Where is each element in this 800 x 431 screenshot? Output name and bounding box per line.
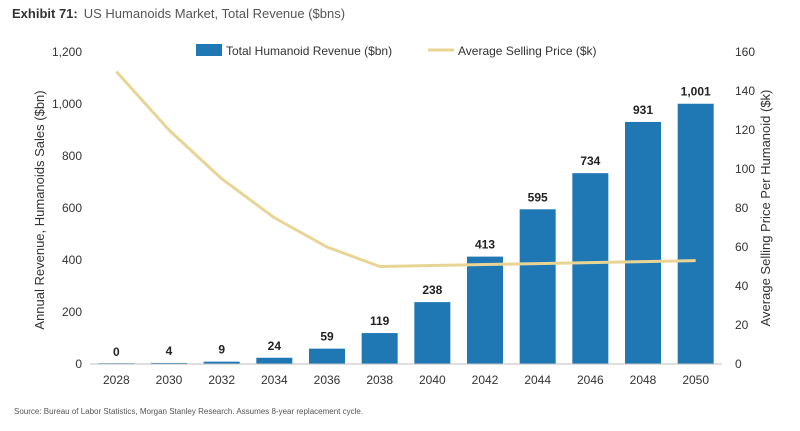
- y-tick-left: 600: [62, 201, 82, 215]
- y-tick-right: 80: [735, 201, 749, 215]
- bar-2046: [572, 173, 609, 364]
- legend-label-revenue: Total Humanoid Revenue ($bn): [226, 44, 392, 58]
- bar-label-2038: 119: [370, 314, 390, 328]
- x-tick: 2030: [156, 373, 183, 387]
- y-ticks-left: 0 200 400 600 800 1,000 1,200: [52, 45, 82, 371]
- bar-2032: [203, 361, 240, 364]
- bar-2042: [467, 256, 503, 364]
- revenue-chart: Total Humanoid Revenue ($bn) Average Sel…: [32, 44, 773, 387]
- bar-2034: [256, 357, 293, 364]
- y-tick-right: 60: [735, 240, 749, 254]
- y-tick-right: 20: [735, 318, 749, 332]
- y-tick-left: 200: [62, 305, 82, 319]
- bar-2036: [309, 348, 345, 364]
- x-tick: 2032: [208, 373, 235, 387]
- y-tick-left: 800: [62, 149, 82, 163]
- bar-2040: [414, 302, 451, 364]
- x-ticks: 2028 2030 2032 2034 2036 2038 2040 2042 2044 2046…: [103, 373, 709, 387]
- y-axis-title-left: Annual Revenue, Humanoids Sales ($bn): [32, 90, 47, 329]
- x-tick: 2042: [472, 373, 499, 387]
- bar-series: [98, 103, 714, 365]
- x-tick: 2040: [419, 373, 446, 387]
- bar-label-2048: 931: [633, 103, 653, 117]
- y-tick-left: 1,000: [52, 97, 82, 111]
- y-tick-right: 120: [735, 123, 755, 137]
- legend-swatch-revenue: [196, 44, 222, 56]
- x-tick: 2050: [682, 373, 709, 387]
- y-tick-right: 160: [735, 45, 755, 59]
- bar-label-2030: 4: [166, 344, 173, 358]
- source-note: Source: Bureau of Labor Statistics, Morg…: [14, 407, 364, 416]
- y-tick-right: 0: [735, 357, 742, 371]
- asp-line-series: [115, 70, 696, 268]
- bar-label-2046: 734: [580, 154, 600, 168]
- y-tick-left: 400: [62, 253, 82, 267]
- bar-2050: [677, 103, 714, 365]
- bar-2044: [519, 209, 556, 364]
- x-tick: 2044: [524, 373, 551, 387]
- x-tick: 2034: [261, 373, 288, 387]
- bar-label-2028: 0: [113, 345, 120, 359]
- x-tick: 2036: [314, 373, 341, 387]
- bar-label-2044: 595: [528, 190, 548, 204]
- x-tick: 2048: [630, 373, 657, 387]
- bar-label-2036: 59: [320, 330, 334, 344]
- y-ticks-right: 0 20 40 60 80 100 120 140 160: [735, 45, 755, 371]
- y-tick-left: 0: [75, 357, 82, 371]
- bar-label-2042: 413: [475, 238, 495, 252]
- bar-label-2040: 238: [422, 283, 442, 297]
- bar-2030: [151, 362, 187, 364]
- y-tick-right: 40: [735, 279, 749, 293]
- bar-2048: [625, 121, 661, 364]
- y-tick-left: 1,200: [52, 45, 82, 59]
- bar-label-2032: 9: [218, 343, 225, 357]
- x-tick: 2028: [103, 373, 130, 387]
- bar-label-2034: 24: [268, 339, 282, 353]
- bar-label-2050: 1,001: [681, 85, 711, 99]
- legend-label-asp: Average Selling Price ($k): [458, 44, 597, 58]
- bar-data-labels: 0 4 9 24 59 119 238 413 595 734 931 1,001: [113, 85, 711, 359]
- x-tick: 2038: [366, 373, 393, 387]
- y-tick-right: 100: [735, 162, 755, 176]
- chart-title: US Humanoids Market, Total Revenue ($bns…: [83, 6, 346, 21]
- chart-legend: Total Humanoid Revenue ($bn) Average Sel…: [196, 44, 597, 58]
- exhibit-label: Exhibit 71:: [12, 6, 78, 21]
- exhibit-header: Exhibit 71: US Humanoids Market, Total Re…: [12, 6, 345, 21]
- asp-line: [115, 70, 696, 268]
- x-tick: 2046: [577, 373, 604, 387]
- y-axis-title-right: Average Selling Price Per Humanoid ($k): [758, 90, 773, 327]
- y-tick-right: 140: [735, 84, 755, 98]
- bar-2038: [361, 333, 398, 364]
